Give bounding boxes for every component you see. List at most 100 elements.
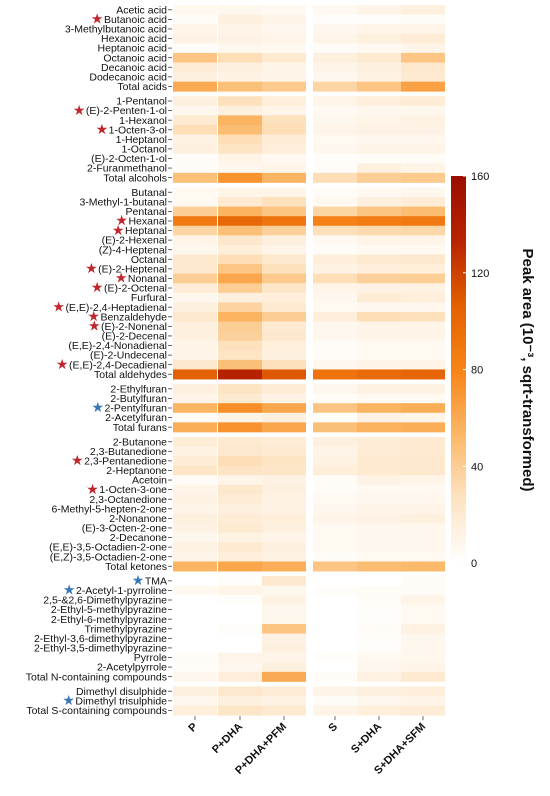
heat-cell-1-hexanol-p-dha-pfm (262, 115, 306, 126)
heat-cell-e-2-decenal-s (313, 331, 357, 342)
row-label-heptanal: Heptanal (125, 225, 167, 237)
significance-star-heptanal: ★ (112, 222, 125, 238)
heat-cell-e-e-2-4-nonadienal-s-dha-sfm (401, 340, 445, 351)
row-label-1-heptanol: 1-Heptanol (116, 134, 167, 146)
heat-cell-total-n-containing-compounds-p-dha-pfm (262, 671, 306, 682)
row-label-e-3-octen-2-one: (E)-3-Octen-2-one (82, 523, 167, 535)
heat-cell-e-e-2-4-decadienal-s (313, 359, 357, 370)
heat-cell-acetic-acid-p-dha-pfm (262, 5, 306, 15)
heat-cell-e-2-penten-1-ol-s-dha-sfm (401, 105, 445, 116)
heat-cell-2-5-2-6-dimethylpyrazine-p-dha-pfm (262, 595, 306, 606)
heat-cell-e-e-2-4-decadienal-p-dha-pfm (262, 359, 306, 370)
heat-cell-2-pentylfuran-s-dha-sfm (401, 403, 445, 414)
heat-cell-1-hexanol-s-dha (357, 115, 401, 126)
heat-cell-2-heptanone-p-dha (218, 465, 262, 476)
heat-cell-e-z-3-5-octadien-2-one-p (173, 551, 217, 562)
heat-cell-3-methylbutanoic-acid-p (173, 24, 217, 35)
heat-cell-total-ketones-s (313, 561, 357, 572)
heat-cell-heptanoic-acid-s-dha (357, 43, 401, 54)
heat-cell-acetic-acid-p (173, 5, 217, 15)
heat-cell-2-acetylpyrrole-p (173, 662, 217, 673)
heat-cell-total-ketones-p-dha (218, 561, 262, 572)
heat-cell-butanal-s-dha-sfm (401, 187, 445, 198)
heat-cell-2-furanmethanol-p (173, 163, 217, 174)
heat-cell-2-acetyl-1-pyrroline-s-dha (357, 585, 401, 596)
heat-cell-1-octen-3-one-p-dha (218, 484, 262, 495)
row-label-tma: TMA (145, 575, 167, 587)
heat-cell-2-ethyl-6-methylpyrazine-p-dha-pfm (262, 614, 306, 625)
heat-cell-2-5-2-6-dimethylpyrazine-s-dha-sfm (401, 595, 445, 606)
heat-cell-furfural-s-dha (357, 292, 401, 303)
row-label-dimethyl-disulphide: Dimethyl disulphide (76, 686, 167, 698)
heat-cell-e-e-3-5-octadien-2-one-p-dha-pfm (262, 542, 306, 553)
heat-cell-total-furans-s (313, 422, 357, 433)
row-label-butanal: Butanal (131, 187, 167, 199)
heat-cell-1-hexanol-s (313, 115, 357, 126)
heat-cell-2-butylfuran-p-dha-pfm (262, 393, 306, 404)
heat-cell-acetoin-p (173, 475, 217, 486)
heat-cell-e-2-hexenal-p (173, 235, 217, 246)
heat-cell-e-e-2-4-nonadienal-s (313, 340, 357, 351)
heat-cell-octanoic-acid-p-dha-pfm (262, 52, 306, 63)
colorbar-tick-label-120: 120 (471, 268, 489, 280)
heat-cell-pentanal-s (313, 206, 357, 217)
heat-cell-e-e-3-5-octadien-2-one-p-dha (218, 542, 262, 553)
row-label-pentanal: Pentanal (126, 206, 167, 218)
heat-cell-2-furanmethanol-s (313, 163, 357, 174)
heat-cell-e-2-undecenal-p-dha (218, 350, 262, 361)
heat-cell-2-ethyl-3-5-dimethylpyrazine-s-dha (357, 643, 401, 654)
column-label-p: P (186, 721, 200, 735)
row-label-acetoin: Acetoin (132, 475, 167, 487)
heat-cell-trimethylpyrazine-s-dha (357, 623, 401, 634)
row-label-e-e-3-5-octadien-2-one: (E,E)-3,5-Octadien-2-one (49, 542, 167, 554)
heat-cell-dimethyl-disulphide-p-dha (218, 686, 262, 697)
heat-cell-e-e-2-4-nonadienal-s-dha (357, 340, 401, 351)
row-label-1-octanol: 1-Octanol (121, 144, 167, 156)
heat-cell-total-ketones-p (173, 561, 217, 572)
row-label-e-2-hexenal: (E)-2-Hexenal (102, 235, 167, 247)
heat-cell-e-2-heptenal-s-dha (357, 264, 401, 275)
heat-cell-6-methyl-5-hepten-2-one-s-dha (357, 504, 401, 514)
heat-cell-heptanoic-acid-p (173, 43, 217, 54)
heat-cell-octanoic-acid-p (173, 52, 217, 63)
heat-cell-e-3-octen-2-one-s-dha-sfm (401, 523, 445, 534)
heat-cell-2-acetyl-1-pyrroline-p (173, 585, 217, 596)
heat-cell-acetoin-s-dha-sfm (401, 475, 445, 486)
heat-cell-hexanal-s (313, 216, 357, 227)
colorbar: 0 40 80 120 160 Peak area (10⁻³, sqrt-transf… (451, 171, 536, 570)
heat-cell-e-e-2-4-heptadienal-s-dha (357, 302, 401, 313)
heat-cell-1-heptanol-s-dha-sfm (401, 134, 445, 145)
row-label-1-octen-3-one: 1-Octen-3-one (99, 484, 167, 496)
row-label-2-acetylfuran: 2-Acetylfuran (105, 412, 167, 424)
heat-cell-e-2-decenal-p-dha-pfm (262, 331, 306, 342)
heatmap-cells (173, 4, 445, 717)
heat-cell-z-4-heptenal-s (313, 244, 357, 255)
heat-cell-octanoic-acid-s (313, 52, 357, 63)
heat-cell-3-methyl-1-butanal-p-dha (218, 197, 262, 207)
row-label-nonanal: Nonanal (128, 273, 167, 285)
heat-cell-e-2-decenal-s-dha (357, 331, 401, 342)
heat-cell-e-3-octen-2-one-p (173, 523, 217, 534)
row-label-2-butylfuran: 2-Butylfuran (110, 393, 167, 405)
heat-cell-e-z-3-5-octadien-2-one-p-dha (218, 551, 262, 562)
heat-cell-total-ketones-s-dha-sfm (401, 561, 445, 572)
heat-cell-2-ethyl-3-5-dimethylpyrazine-p-dha-pfm (262, 643, 306, 654)
heat-cell-e-e-2-4-decadienal-s-dha-sfm (401, 359, 445, 370)
row-label-butanoic-acid: Butanoic acid (104, 14, 167, 26)
heat-cell-2-ethyl-3-5-dimethylpyrazine-s-dha-sfm (401, 643, 445, 654)
row-label-total-furans: Total furans (113, 422, 167, 434)
heat-cell-heptanal-p-dha-pfm (262, 225, 306, 236)
heat-cell-3-methylbutanoic-acid-p-dha-pfm (262, 24, 306, 35)
row-label-e-2-undecenal: (E)-2-Undecenal (90, 350, 167, 362)
heat-cell-total-ketones-p-dha-pfm (262, 561, 306, 572)
heat-cell-1-octen-3-ol-p (173, 124, 217, 135)
heat-cell-e-2-penten-1-ol-s-dha (357, 105, 401, 116)
heat-cell-butanal-p-dha-pfm (262, 187, 306, 198)
heat-cell-pentanal-p-dha-pfm (262, 206, 306, 217)
heat-cell-2-ethyl-3-6-dimethylpyrazine-s-dha (357, 633, 401, 644)
heat-cell-total-aldehydes-p-dha (218, 369, 262, 380)
significance-star-benzaldehyde: ★ (87, 308, 100, 324)
heat-cell-e-e-2-4-heptadienal-s-dha-sfm (401, 302, 445, 313)
heat-cell-2-ethyl-5-methylpyrazine-p-dha (218, 604, 262, 615)
